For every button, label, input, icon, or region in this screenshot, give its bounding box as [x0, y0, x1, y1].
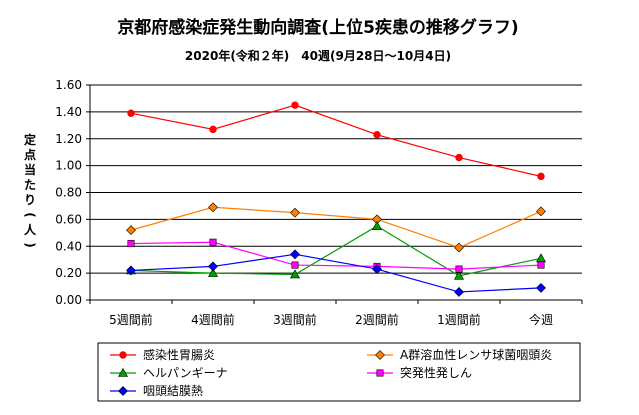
legend-item: 突発性発しん — [367, 365, 472, 380]
data-point — [455, 153, 463, 162]
x-tick-label: 3週間前 — [273, 312, 317, 327]
chart-subtitle: 2020年(令和２年) 40週(9月28日～10月4日) — [185, 48, 451, 63]
data-point — [536, 282, 546, 293]
data-point — [373, 131, 381, 139]
data-point — [537, 261, 545, 269]
legend-marker — [118, 386, 128, 396]
y-axis-label-char: 人 — [24, 222, 37, 237]
x-tick-label: 5週間前 — [109, 312, 153, 327]
legend-marker — [119, 351, 127, 359]
legend-item: 感染性胃腸炎 — [110, 347, 215, 362]
data-point — [126, 225, 136, 236]
chart-title: 京都府感染症発生動向調査(上位5疾患の推移グラフ) — [117, 17, 518, 38]
data-point — [290, 207, 300, 218]
axes — [86, 84, 583, 304]
y-axis-label-char: ) — [23, 242, 37, 247]
x-tick-label: 2週間前 — [355, 312, 399, 327]
legend-marker — [376, 369, 384, 377]
data-point — [209, 238, 217, 246]
data-point — [127, 109, 135, 117]
y-tick-labels: 0.00 0.20 0.40 0.60 0.80 1.00 1.20 1.40 1.60 — [55, 78, 82, 307]
series-5 — [126, 249, 546, 297]
data-point — [537, 172, 545, 181]
data-point — [454, 287, 464, 297]
data-point — [127, 240, 135, 248]
series-3 — [125, 220, 547, 280]
series-line — [130, 104, 542, 177]
legend-marker — [375, 350, 385, 360]
y-tick-label: 1.00 — [55, 159, 82, 173]
y-tick-label: 0.20 — [55, 266, 82, 280]
legend-item: A群溶血性レンサ球菌咽頭炎 — [367, 347, 552, 362]
data-point — [207, 268, 219, 277]
y-axis-label-char: ( — [23, 212, 37, 217]
data-point — [372, 264, 382, 275]
series-1 — [127, 101, 545, 181]
legend-item: 咽頭結膜熱 — [110, 384, 203, 398]
x-tick-label: 1週間前 — [437, 312, 481, 327]
series-2 — [126, 202, 546, 253]
series-line — [130, 241, 542, 270]
y-tick-label: 0.80 — [55, 186, 82, 200]
y-axis-label-char: 当 — [24, 162, 36, 177]
data-point — [208, 261, 218, 272]
y-tick-label: 0.00 — [55, 293, 82, 307]
data-point — [455, 265, 463, 273]
data-point — [291, 101, 299, 109]
y-tick-label: 1.40 — [55, 105, 82, 119]
y-tick-label: 1.20 — [55, 132, 82, 146]
series-line — [130, 253, 542, 293]
legend-label: 咽頭結膜熱 — [143, 384, 203, 398]
data-point — [536, 206, 546, 217]
legend-label: ヘルパンギーナ — [143, 366, 228, 380]
series-line — [130, 225, 542, 277]
y-tick-label: 0.40 — [55, 239, 82, 253]
data-point — [126, 265, 136, 276]
legend-label: A群溶血性レンサ球菌咽頭炎 — [400, 347, 552, 362]
y-tick-label: 0.60 — [55, 212, 82, 226]
data-point — [291, 261, 299, 269]
data-point — [454, 242, 464, 253]
y-tick-label: 1.60 — [55, 78, 82, 92]
data-point — [209, 125, 217, 134]
x-tick-label: 今週 — [529, 312, 553, 327]
legend-item: ヘルパンギーナ — [110, 366, 228, 380]
y-axis-label-char: 定 — [24, 132, 36, 147]
data-point — [208, 202, 218, 213]
data-point — [290, 249, 300, 260]
y-axis-label-char: 点 — [24, 147, 36, 162]
legend-box — [97, 342, 581, 402]
y-axis-label-char: り — [24, 193, 36, 207]
data-point — [371, 220, 383, 230]
x-tick-labels: 5週間前 4週間前 3週間前 2週間前 1週間前 今週 — [109, 312, 553, 327]
legend-label: 感染性胃腸炎 — [143, 347, 215, 362]
data-point — [289, 269, 301, 279]
x-tick-label: 4週間前 — [191, 312, 235, 327]
series-line — [130, 206, 542, 249]
data-point — [453, 270, 465, 280]
y-axis-label-char: た — [24, 178, 36, 192]
legend-label: 突発性発しん — [400, 365, 472, 380]
data-point — [535, 253, 547, 263]
legend-marker — [117, 367, 129, 377]
gridlines — [90, 84, 582, 274]
series-lines — [125, 101, 547, 297]
